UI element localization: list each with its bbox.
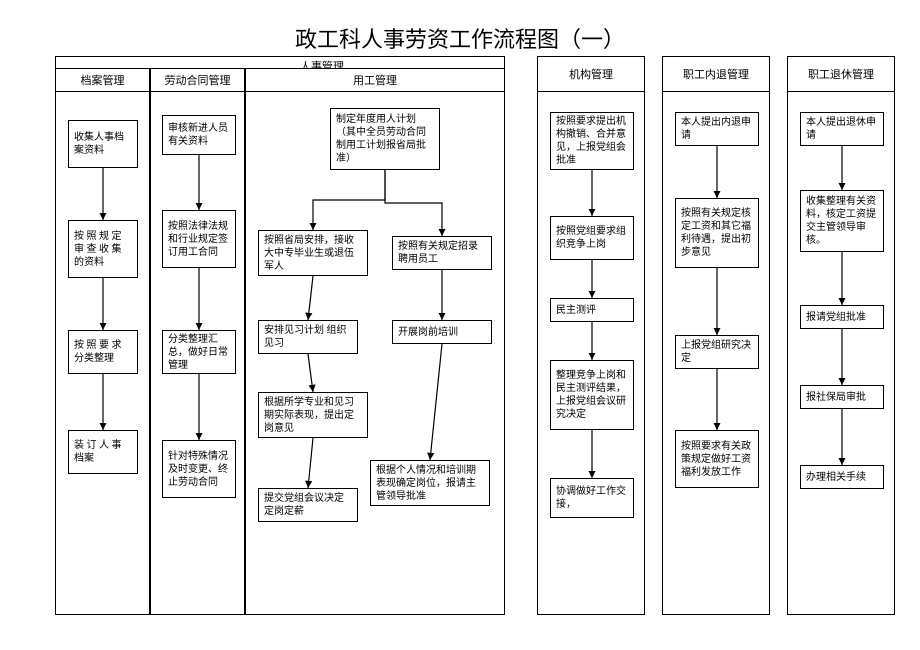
span-header (55, 56, 505, 68)
flow-node: 民主测评 (550, 298, 634, 322)
flow-node: 安排见习计划 组织见习 (258, 320, 358, 354)
flow-node: 按照要求有关政策规定做好工资福利发放工作 (675, 430, 759, 488)
flow-node: 报社保局审批 (800, 385, 884, 409)
flow-node: 按照有关规定核定工资和其它福利待遇，提出初步意见 (675, 198, 759, 268)
page-title: 政工科人事劳资工作流程图（一） (0, 0, 920, 62)
flow-node: 本人提出内退申请 (675, 112, 759, 146)
flow-node: 根据所学专业和见习期实际表现，提出定岗意见 (258, 392, 368, 438)
column-header: 机构管理 (537, 56, 645, 92)
flow-node: 根据个人情况和培训期表现确定岗位，报请主管领导批准 (370, 460, 490, 506)
flow-node: 分类整理汇总，做好日常管理 (162, 330, 236, 374)
flow-node: 整理竞争上岗和民主测评结果，上报党组会议研究决定 (550, 360, 634, 430)
flow-node: 上报党组研究决定 (675, 335, 759, 369)
flow-node: 办理相关手续 (800, 465, 884, 489)
column-body (787, 92, 895, 615)
flow-node: 按 照 规 定 审 查 收 集 的资料 (68, 220, 138, 278)
column-header: 职工退休管理 (787, 56, 895, 92)
column-header: 档案管理 (55, 68, 150, 92)
flow-node: 按照要求提出机构撤销、合并意见，上报党组会批准 (550, 112, 634, 170)
column-header: 劳动合同管理 (150, 68, 245, 92)
flow-node: 开展岗前培训 (392, 320, 492, 344)
flow-node: 收集整理有关资料，核定工资提交主管领导审核。 (800, 190, 884, 252)
flow-node: 审核新进人员有关资料 (162, 115, 236, 155)
column-header: 用工管理 (245, 68, 505, 92)
flow-node: 协调做好工作交接， (550, 478, 634, 518)
flow-node: 按照法律法规和行业规定签订用工合同 (162, 210, 236, 268)
flow-node: 报请党组批准 (800, 305, 884, 329)
flow-node: 装 订 人 事 档案 (68, 430, 138, 474)
flow-node: 按照有关规定招录聘用员工 (392, 236, 492, 270)
flow-node: 本人提出退休申请 (800, 112, 884, 146)
column-header: 职工内退管理 (662, 56, 770, 92)
flow-node: 提交党组会议决定定岗定薪 (258, 488, 358, 522)
column-body (537, 92, 645, 615)
flow-node: 收集人事档案资料 (68, 120, 138, 168)
flow-node: 按照党组要求组织竞争上岗 (550, 216, 634, 260)
flow-node: 针对特殊情况及时变更、终止劳动合同 (162, 440, 236, 498)
flow-node: 按 照 要 求 分类整理 (68, 330, 138, 374)
flow-node: 制定年度用人计划（其中全员劳动合同制用工计划报省局批准） (330, 108, 440, 170)
flow-node: 按照省局安排，接收大中专毕业生或退伍军人 (258, 230, 368, 276)
